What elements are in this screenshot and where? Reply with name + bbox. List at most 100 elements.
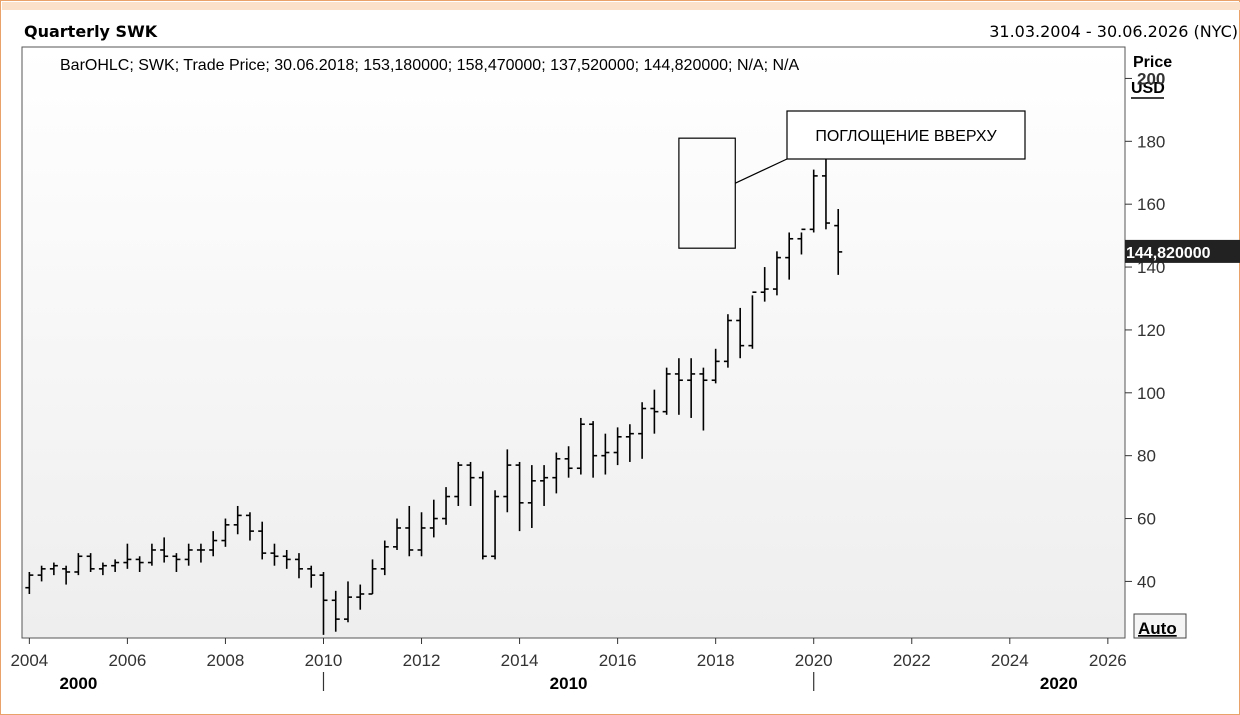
ohlc-bar — [356, 584, 365, 610]
ohlc-bar — [233, 505, 242, 535]
ohlc-bar — [723, 314, 732, 368]
annotation-box — [786, 110, 1026, 160]
ohlc-bar — [821, 150, 830, 230]
y-tick-label: 40 — [1137, 572, 1156, 591]
ohlc-bar — [86, 553, 95, 572]
ohlc-bar — [245, 512, 254, 541]
ohlc-bar — [25, 571, 34, 594]
chart-title: Quarterly SWK — [24, 22, 158, 41]
ohlc-bar — [576, 417, 585, 475]
y-tick-label: 100 — [1137, 384, 1165, 403]
x-tick-label: 2014 — [501, 651, 539, 670]
ohlc-bar — [674, 358, 683, 415]
ohlc-bar — [466, 461, 475, 506]
window-top-band — [2, 2, 1240, 10]
ohlc-bar — [221, 518, 230, 547]
ohlc-bar — [540, 465, 549, 506]
ohlc-bar — [37, 565, 46, 582]
decade-label: 2020 — [1040, 674, 1078, 693]
ohlc-bar — [503, 449, 512, 513]
x-tick-label: 2018 — [697, 651, 735, 670]
ohlc-bar — [196, 543, 205, 563]
price-axis-title-line: Price — [1133, 54, 1172, 71]
ohlc-bar — [638, 402, 647, 459]
ohlc-bar — [454, 461, 463, 506]
ohlc-bar — [160, 537, 169, 563]
decade-label: 2000 — [59, 674, 97, 693]
ohlc-bar — [429, 499, 438, 538]
ohlc-bar — [625, 424, 634, 462]
legend-text: BarOHLC; SWK; Trade Price; 30.06.2018; 1… — [60, 57, 800, 74]
decade-label: 2010 — [550, 674, 588, 693]
ohlc-bar — [662, 367, 671, 415]
x-tick-label: 2024 — [991, 651, 1029, 670]
ohlc-bar — [98, 562, 107, 576]
ohlc-bar — [809, 169, 818, 233]
ohlc-bar — [331, 590, 340, 632]
ohlc-bar — [442, 487, 451, 525]
ohlc-bar — [650, 389, 659, 434]
ohlc-bar — [515, 461, 524, 532]
ohlc-bar — [282, 549, 291, 569]
ohlc-bar — [797, 228, 806, 255]
ohlc-bar — [772, 251, 781, 296]
ohlc-bar — [699, 367, 708, 431]
ohlc-bar — [368, 559, 377, 595]
ohlc-bar — [711, 348, 720, 384]
ohlc-bar — [736, 307, 745, 359]
x-tick-label: 2026 — [1089, 651, 1127, 670]
ohlc-bar — [184, 543, 193, 566]
pattern-highlight-box — [678, 137, 736, 249]
ohlc-bar — [601, 433, 610, 475]
ohlc-bar — [687, 358, 696, 418]
x-tick-label: 2012 — [403, 651, 441, 670]
x-tick-label: 2016 — [599, 651, 637, 670]
ohlc-bar — [380, 540, 389, 576]
x-tick-label: 2008 — [207, 651, 245, 670]
x-tick-label: 2010 — [305, 651, 343, 670]
ohlc-bar — [172, 553, 181, 572]
ohlc-bar — [760, 267, 769, 302]
ohlc-bar — [417, 512, 426, 557]
ohlc-bar — [147, 543, 156, 566]
last-price-marker — [1125, 239, 1240, 263]
ohlc-bar — [319, 571, 328, 635]
auto-scale-button[interactable] — [1133, 613, 1187, 639]
ohlc-bar — [527, 465, 536, 528]
y-tick-label: 80 — [1137, 447, 1156, 466]
price-axis-unit: USD — [1131, 80, 1165, 97]
ohlc-bar — [111, 559, 120, 572]
auto-scale-label[interactable]: Auto — [1138, 619, 1177, 638]
y-tick-label: 200 — [1137, 69, 1165, 88]
ohlc-bar — [258, 521, 267, 560]
date-range: 31.03.2004 - 30.06.2026 (NYC) — [989, 22, 1238, 41]
price-axis-title: Price USD — [1131, 54, 1172, 99]
y-tick-label: 160 — [1137, 195, 1165, 214]
x-tick-label: 2022 — [893, 651, 931, 670]
ohlc-bar — [834, 208, 843, 275]
ohlc-bar — [270, 543, 279, 566]
x-tick-label: 2006 — [108, 651, 146, 670]
ohlc-bar — [748, 291, 757, 349]
ohlc-bar — [62, 565, 71, 585]
ohlc-bar — [307, 565, 316, 588]
ohlc-bar — [294, 553, 303, 579]
y-tick-label: 180 — [1137, 132, 1165, 151]
y-tick-label: 120 — [1137, 321, 1165, 340]
last-price-label: 144,820000 — [1126, 245, 1211, 262]
ohlc-bar — [785, 232, 794, 280]
ohlc-bar — [123, 543, 132, 569]
ohlc-bar — [478, 471, 487, 560]
x-tick-label: 2004 — [10, 651, 48, 670]
ohlc-bar — [613, 427, 622, 466]
ohlc-bar — [552, 452, 561, 494]
y-tick-label: 60 — [1137, 510, 1156, 529]
ohlc-bar — [405, 505, 414, 557]
ohlc-bar — [589, 421, 598, 478]
ohlc-bar — [209, 531, 218, 557]
ohlc-bar — [491, 490, 500, 560]
annotation-text: ПОГЛОЩЕНИЕ ВВЕРХУ — [815, 128, 997, 145]
ohlc-bar — [393, 518, 402, 550]
x-tick-label: 2020 — [795, 651, 833, 670]
